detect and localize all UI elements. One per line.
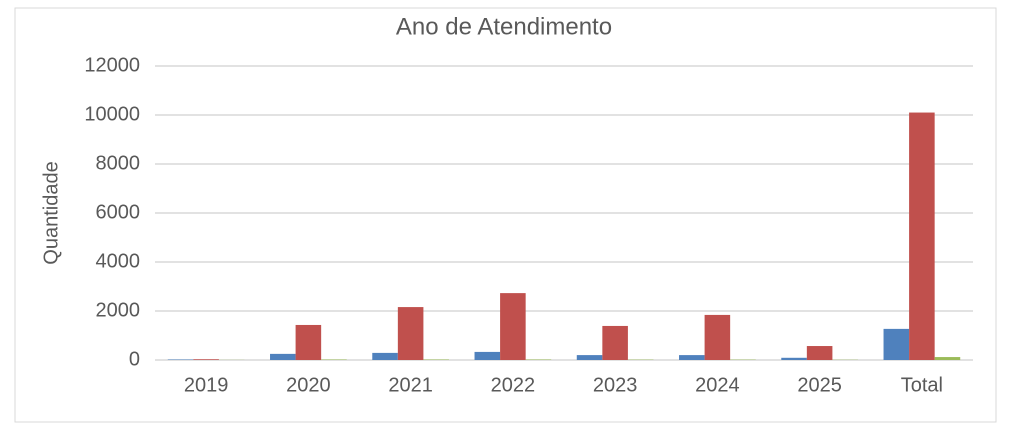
bar <box>781 357 807 360</box>
y-tick-label: 2000 <box>96 299 141 321</box>
y-tick-label: 4000 <box>96 250 141 272</box>
y-axis-label: Quantidade <box>40 161 62 264</box>
bar <box>704 314 731 360</box>
bar <box>500 293 526 360</box>
bar <box>372 352 398 360</box>
x-tick-label: 2025 <box>797 374 842 396</box>
y-tick-label: 0 <box>129 348 140 370</box>
bar <box>883 328 910 360</box>
x-tick-label: 2019 <box>184 374 229 396</box>
bar <box>934 357 961 360</box>
y-tick-label: 10000 <box>84 103 140 125</box>
x-tick-label: 2022 <box>491 374 536 396</box>
bar <box>679 355 705 360</box>
y-tick-label: 8000 <box>96 152 141 174</box>
bar <box>806 346 833 360</box>
y-tick-label: 6000 <box>96 201 141 223</box>
y-tick-label: 12000 <box>84 54 140 76</box>
x-tick-label: 2023 <box>593 374 638 396</box>
bar <box>193 359 219 360</box>
bar <box>909 112 935 360</box>
x-tick-label: 2020 <box>286 374 331 396</box>
x-tick-label: Total <box>901 374 943 396</box>
x-tick-label: 2021 <box>388 374 433 396</box>
x-tick-label: 2024 <box>695 374 740 396</box>
bar <box>474 351 501 360</box>
bar <box>397 307 424 360</box>
bar <box>576 355 603 360</box>
bar <box>270 353 296 360</box>
bar <box>295 324 322 360</box>
bar <box>602 325 628 360</box>
chart-title: Ano de Atendimento <box>396 13 612 40</box>
